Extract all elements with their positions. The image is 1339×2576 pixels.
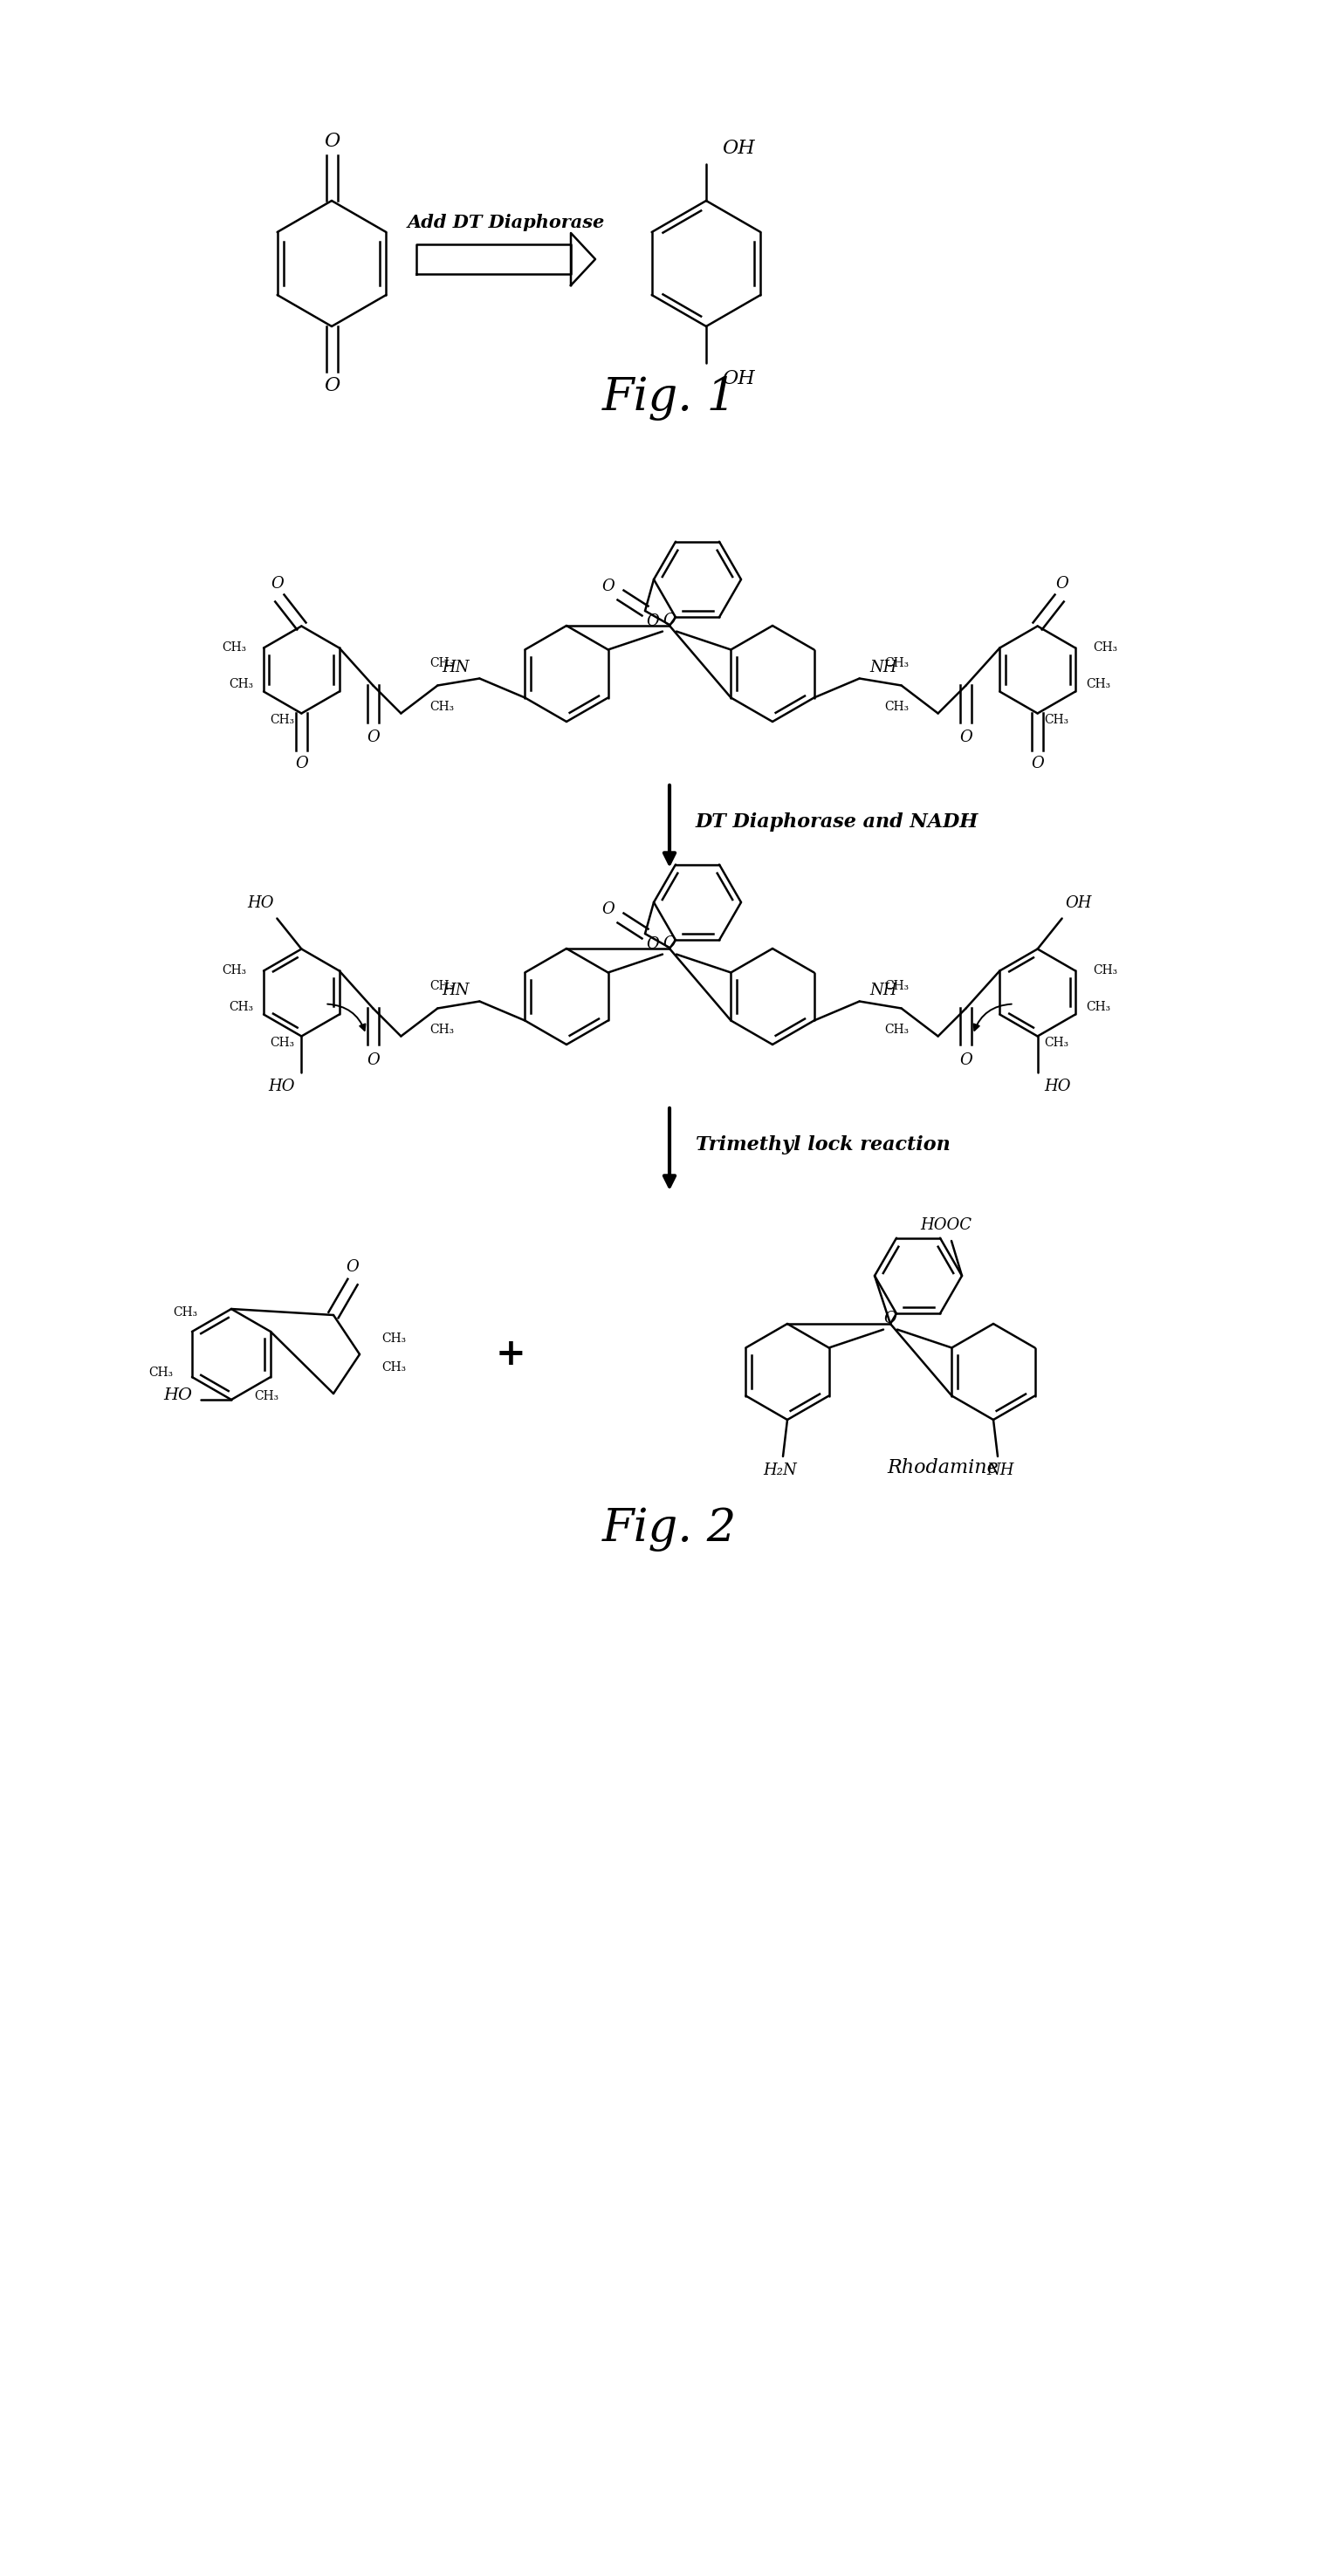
Text: O: O bbox=[1031, 757, 1044, 773]
Text: HO: HO bbox=[163, 1388, 191, 1404]
Text: O: O bbox=[960, 729, 972, 744]
Text: CH₃: CH₃ bbox=[222, 963, 246, 976]
Text: CH₃: CH₃ bbox=[1086, 677, 1110, 690]
Text: H₂N: H₂N bbox=[763, 1463, 797, 1479]
Text: CH₃: CH₃ bbox=[430, 701, 454, 714]
Text: NH: NH bbox=[987, 1463, 1014, 1479]
Text: O: O bbox=[663, 935, 676, 951]
Text: CH₃: CH₃ bbox=[1044, 714, 1069, 726]
Text: O: O bbox=[324, 131, 340, 152]
Text: O: O bbox=[603, 902, 615, 917]
Text: CH₃: CH₃ bbox=[1093, 963, 1117, 976]
Text: CH₃: CH₃ bbox=[430, 657, 454, 670]
Text: CH₃: CH₃ bbox=[1093, 641, 1117, 654]
Text: NH: NH bbox=[870, 984, 897, 999]
Text: O: O bbox=[603, 580, 615, 595]
Text: O: O bbox=[647, 935, 659, 953]
Text: O: O bbox=[367, 1051, 379, 1066]
Text: CH₃: CH₃ bbox=[229, 677, 253, 690]
Text: CH₃: CH₃ bbox=[229, 1002, 253, 1012]
Text: Fig. 1: Fig. 1 bbox=[603, 376, 736, 420]
Text: CH₃: CH₃ bbox=[254, 1391, 279, 1401]
Text: OH: OH bbox=[722, 368, 755, 389]
Text: CH₃: CH₃ bbox=[382, 1332, 406, 1345]
Polygon shape bbox=[570, 232, 596, 286]
Text: CH₃: CH₃ bbox=[885, 981, 909, 992]
Text: CH₃: CH₃ bbox=[382, 1360, 406, 1373]
Text: CH₃: CH₃ bbox=[222, 641, 246, 654]
Text: CH₃: CH₃ bbox=[173, 1306, 197, 1319]
Text: CH₃: CH₃ bbox=[885, 1025, 909, 1036]
Text: HO: HO bbox=[1044, 1079, 1071, 1095]
Polygon shape bbox=[416, 245, 570, 273]
Text: CH₃: CH₃ bbox=[885, 657, 909, 670]
Text: HO: HO bbox=[268, 1079, 295, 1095]
Text: Trimethyl lock reaction: Trimethyl lock reaction bbox=[696, 1136, 951, 1154]
Text: OH: OH bbox=[1066, 896, 1093, 912]
Text: HN: HN bbox=[442, 659, 469, 675]
Text: CH₃: CH₃ bbox=[430, 981, 454, 992]
Text: O: O bbox=[960, 1051, 972, 1066]
Text: O: O bbox=[647, 613, 659, 629]
Text: CH₃: CH₃ bbox=[270, 714, 295, 726]
Text: O: O bbox=[663, 613, 676, 629]
Text: CH₃: CH₃ bbox=[270, 1038, 295, 1048]
Text: Fig. 2: Fig. 2 bbox=[603, 1507, 736, 1551]
Text: CH₃: CH₃ bbox=[885, 701, 909, 714]
Text: OH: OH bbox=[722, 139, 755, 157]
Text: CH₃: CH₃ bbox=[1086, 1002, 1110, 1012]
Text: HO: HO bbox=[246, 896, 273, 912]
Text: DT Diaphorase and NADH: DT Diaphorase and NADH bbox=[696, 811, 979, 832]
Text: CH₃: CH₃ bbox=[430, 1025, 454, 1036]
Text: O: O bbox=[884, 1311, 897, 1327]
Text: O: O bbox=[1055, 577, 1069, 592]
Text: O: O bbox=[324, 376, 340, 394]
Text: Rhodamine: Rhodamine bbox=[886, 1458, 999, 1479]
Text: O: O bbox=[295, 757, 308, 773]
Text: CH₃: CH₃ bbox=[149, 1365, 173, 1378]
Text: O: O bbox=[347, 1260, 359, 1275]
Text: HN: HN bbox=[442, 984, 469, 999]
Text: +: + bbox=[495, 1337, 526, 1373]
Text: NH: NH bbox=[870, 659, 897, 675]
Text: O: O bbox=[367, 729, 379, 744]
Text: O: O bbox=[270, 577, 284, 592]
Text: Add DT Diaphorase: Add DT Diaphorase bbox=[407, 214, 605, 232]
Text: HOOC: HOOC bbox=[920, 1218, 972, 1234]
Text: CH₃: CH₃ bbox=[1044, 1038, 1069, 1048]
